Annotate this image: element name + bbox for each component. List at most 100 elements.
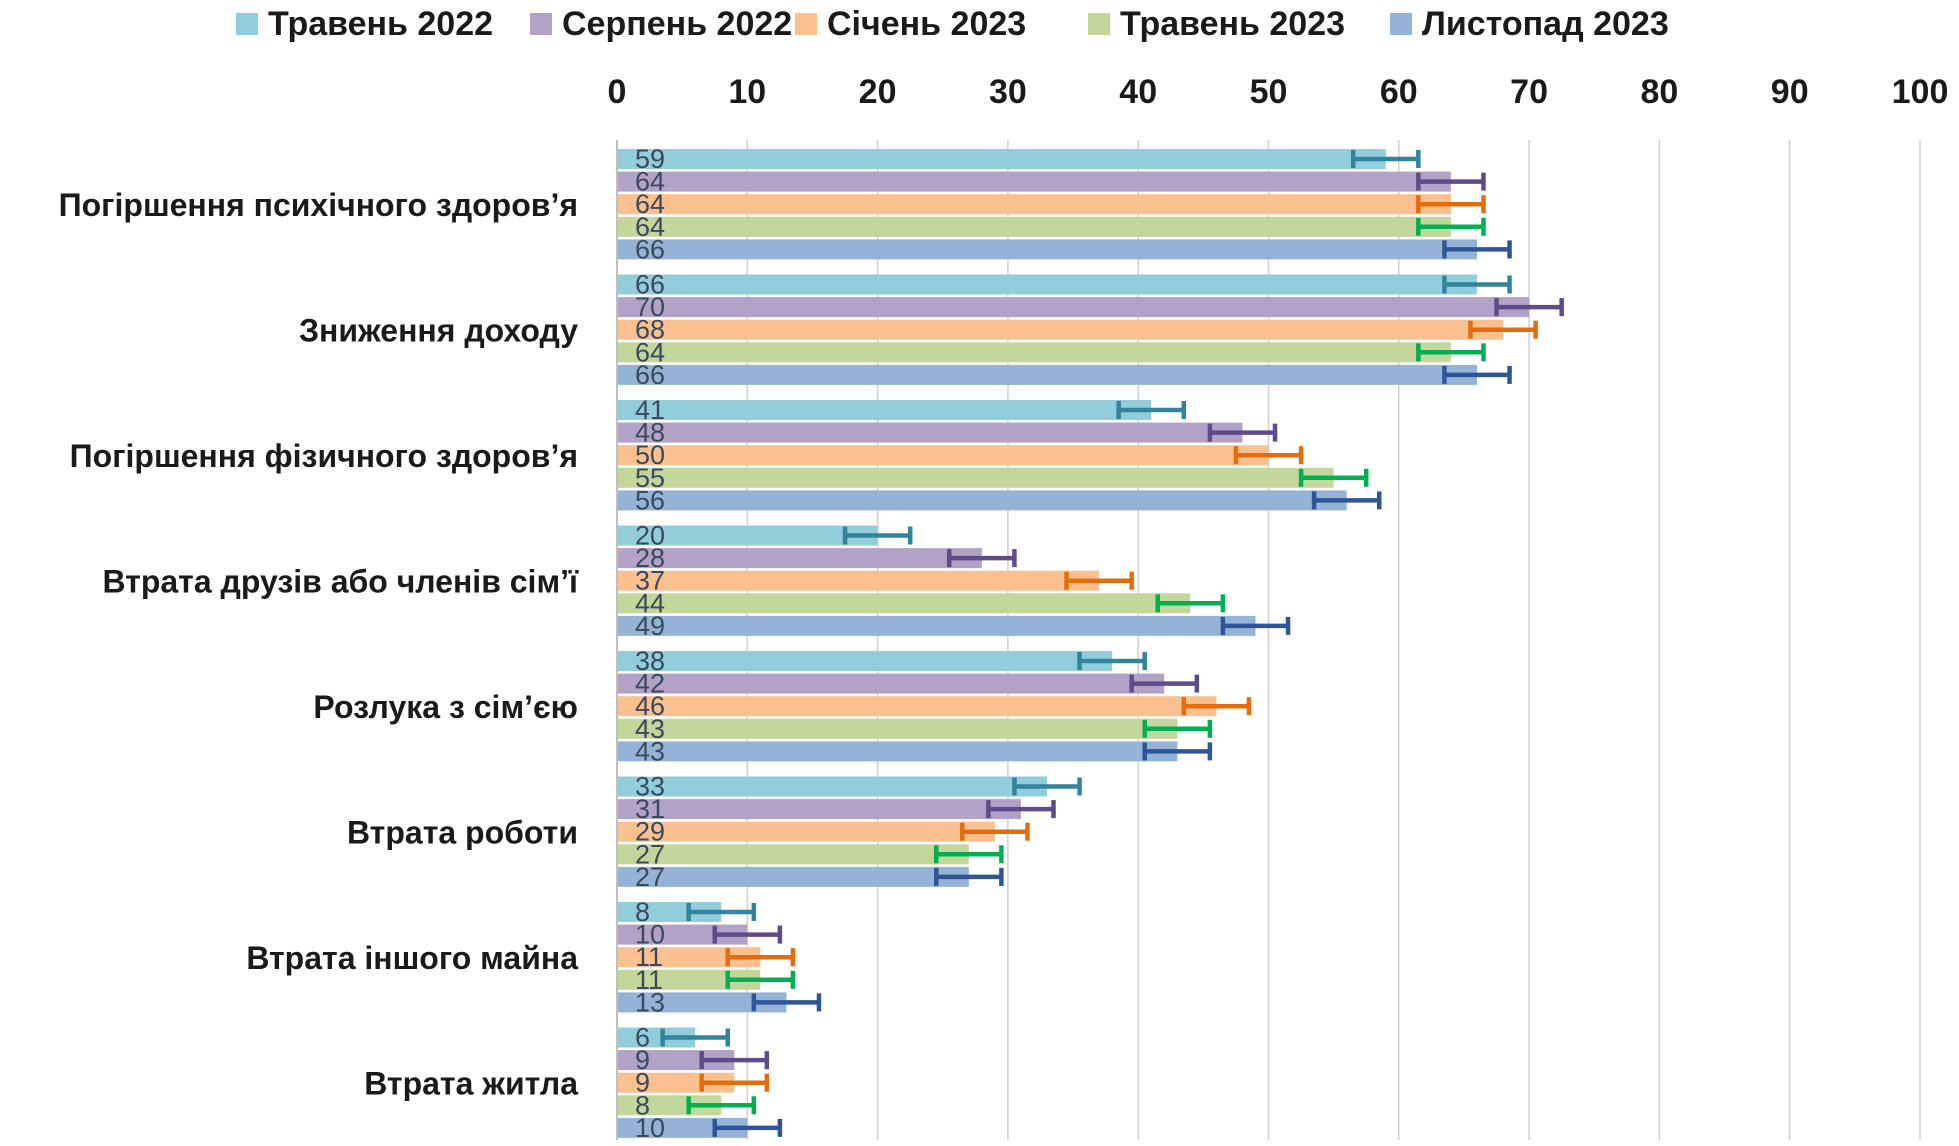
bar [617, 297, 1530, 318]
x-tick-label: 30 [989, 73, 1027, 111]
category-label: Втрата житла [364, 1066, 578, 1102]
data-label: 11 [635, 942, 663, 972]
data-label: 10 [635, 1113, 665, 1143]
x-tick-label: 0 [608, 73, 627, 111]
data-label: 13 [635, 987, 665, 1017]
bar [617, 342, 1451, 363]
bar [617, 319, 1504, 340]
data-label: 66 [635, 234, 665, 264]
data-label: 27 [635, 839, 665, 869]
data-label: 31 [635, 794, 665, 824]
category-label: Зниження доходу [299, 313, 578, 349]
bar [617, 776, 1047, 797]
bar [617, 364, 1477, 385]
data-label: 56 [635, 485, 665, 515]
bar [617, 422, 1243, 443]
legend-label: Травень 2023 [1120, 5, 1345, 43]
bar [617, 696, 1217, 717]
data-label: 43 [635, 736, 665, 766]
category-label: Втрата іншого майна [246, 940, 578, 976]
legend-label: Травень 2022 [268, 5, 493, 43]
data-label: 9 [635, 1068, 650, 1098]
data-label: 29 [635, 817, 665, 847]
data-label: 46 [635, 691, 665, 721]
bar [617, 593, 1191, 614]
data-label: 44 [635, 588, 665, 618]
bar [617, 651, 1113, 671]
data-label: 66 [635, 360, 665, 390]
legend-label: Листопад 2023 [1422, 5, 1669, 43]
data-label: 11 [635, 965, 663, 995]
bar [617, 1095, 722, 1116]
bar [617, 548, 982, 569]
bar [617, 1050, 735, 1071]
data-label: 38 [635, 646, 665, 676]
legend: Травень 2022 Серпень 2022 Січень 2023 Траве… [236, 5, 1669, 43]
legend-swatch [530, 13, 552, 35]
bar [617, 1027, 696, 1048]
bar [617, 239, 1477, 260]
bar [617, 149, 1386, 169]
data-label: 64 [635, 337, 665, 367]
data-label: 8 [635, 897, 650, 927]
bar [617, 216, 1451, 237]
data-label: 59 [635, 144, 665, 174]
x-tick-label: 70 [1510, 73, 1548, 111]
data-label: 37 [635, 566, 665, 596]
legend-swatch [1390, 13, 1412, 35]
data-label: 64 [635, 167, 665, 197]
bar [617, 844, 969, 865]
data-label: 41 [635, 395, 665, 425]
x-tick-label: 80 [1640, 73, 1678, 111]
category-label: Погіршення фізичного здоров’я [70, 438, 578, 474]
x-tick-label: 40 [1119, 73, 1157, 111]
bar [617, 673, 1165, 694]
bar [617, 445, 1269, 466]
legend-label: Січень 2023 [827, 5, 1026, 43]
data-label: 28 [635, 543, 665, 573]
bar [617, 821, 995, 842]
legend-swatch [1088, 13, 1110, 35]
bar [617, 947, 761, 968]
x-tick-label: 50 [1250, 73, 1288, 111]
bar [617, 274, 1477, 295]
bar [617, 799, 1021, 820]
data-label: 66 [635, 270, 665, 300]
bar [617, 570, 1100, 591]
bar [617, 969, 761, 990]
category-label: Втрата друзів або членів сім’ї [102, 564, 579, 600]
bar [617, 467, 1334, 488]
bar [617, 194, 1451, 215]
data-label: 64 [635, 212, 665, 242]
x-tick-label: 60 [1380, 73, 1418, 111]
data-label: 27 [635, 862, 665, 892]
bar [617, 490, 1347, 511]
x-tick-label: 90 [1771, 73, 1809, 111]
bar [617, 1072, 735, 1093]
category-label: Розлука з сім’єю [313, 689, 578, 725]
legend-label: Серпень 2022 [562, 5, 792, 43]
data-label: 42 [635, 669, 665, 699]
category-label: Погіршення психічного здоров’я [59, 187, 578, 223]
legend-swatch [795, 13, 817, 35]
bar [617, 615, 1256, 636]
bars [617, 149, 1564, 1138]
x-tick-label: 20 [859, 73, 897, 111]
data-label: 9 [635, 1045, 650, 1075]
data-label: 70 [635, 292, 665, 322]
category-label: Втрата роботи [347, 815, 578, 851]
data-label: 64 [635, 189, 665, 219]
data-label: 68 [635, 315, 665, 345]
data-label: 6 [635, 1023, 650, 1053]
data-label: 50 [635, 440, 665, 470]
bar [617, 866, 969, 887]
data-label: 55 [635, 463, 665, 493]
x-tick-label: 100 [1892, 73, 1949, 111]
category-labels: Погіршення психічного здоров’я Зниження д… [59, 187, 579, 1101]
legend-swatch [236, 13, 258, 35]
bar [617, 992, 787, 1013]
data-labels: 5964646466667068646641485055562028374449… [635, 144, 665, 1143]
bar [617, 902, 722, 922]
data-label: 49 [635, 611, 665, 641]
